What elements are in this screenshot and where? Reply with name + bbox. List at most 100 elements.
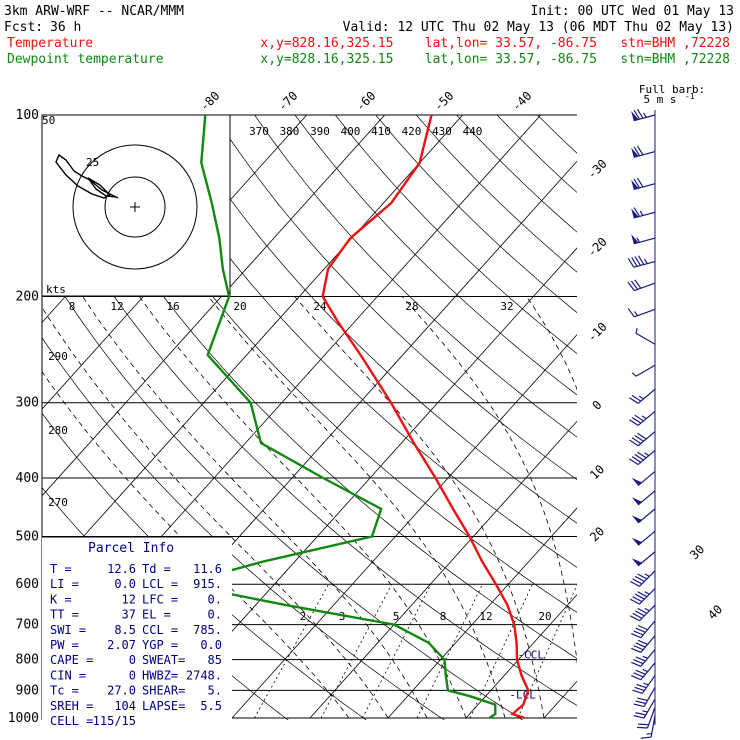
wind-barb-full — [630, 280, 639, 290]
wind-barb-full — [636, 145, 644, 156]
parcel-field-value: 0. — [208, 592, 222, 606]
hodograph-x-tick: 24 — [313, 300, 327, 313]
wind-barb-staff — [637, 508, 656, 524]
wind-barb — [631, 530, 656, 546]
wind-barb-full — [634, 593, 645, 600]
wind-barb-staff — [637, 388, 656, 404]
wind-barb-staff — [640, 649, 656, 667]
wind-barb-half — [644, 573, 650, 577]
wind-barb-full — [636, 109, 644, 119]
wind-barb — [632, 675, 656, 695]
parcel-field-value: 37 — [122, 608, 136, 622]
wind-barb-full — [629, 419, 639, 426]
isotherm-line — [309, 420, 577, 719]
wind-barb-half — [642, 669, 648, 673]
temperature-location: x,y=828.16,325.15 lat,lon= 33.57, -86.75… — [260, 36, 730, 51]
wind-barb-full — [631, 416, 642, 424]
wind-barb-half — [644, 258, 648, 264]
parcel-field-value: 12 — [122, 592, 136, 606]
isotherm-line — [231, 334, 577, 719]
wind-barb-full — [638, 723, 649, 726]
hodograph-ring-outer — [72, 144, 198, 270]
parcel-field-label: Td = — [142, 562, 171, 576]
parcel-field-value: 11.6 — [193, 562, 222, 576]
wind-barb-full — [637, 726, 648, 729]
parcel-field-value: 0.0 — [200, 638, 222, 652]
wind-barb-staff — [639, 588, 656, 605]
isotherm-line — [42, 115, 385, 497]
wind-barb-pennant — [631, 537, 642, 546]
wind-barb — [627, 279, 656, 292]
wind-barb-full — [637, 639, 648, 645]
init-time: Init: 00 UTC Wed 01 May 13 — [531, 4, 735, 19]
theta-label: 440 — [463, 125, 483, 138]
wind-barb-staff — [637, 431, 656, 447]
mixing-ratio-line — [362, 584, 432, 719]
pressure-label: 400 — [16, 471, 39, 486]
wind-barb — [631, 145, 656, 158]
dewpoint-location: x,y=828.16,325.15 lat,lon= 33.57, -86.75… — [260, 52, 730, 67]
hodograph: 25 50 kts — [41, 114, 231, 297]
wind-barb-full — [637, 573, 648, 580]
isotherm-label: -70 — [275, 89, 300, 114]
wind-barb — [631, 364, 656, 377]
parcel-field-value: 85 — [208, 653, 222, 667]
wind-barb-full — [635, 642, 646, 648]
wind-barb-full — [631, 632, 642, 639]
wind-barb — [629, 588, 656, 605]
wind-barb-staff — [633, 237, 656, 245]
wind-barb-staff — [643, 698, 656, 719]
moist-adiabat-line — [294, 296, 545, 719]
wind-barb-full — [637, 624, 648, 631]
wind-barb — [633, 698, 656, 719]
wind-barb — [631, 620, 656, 639]
wind-barb-full — [633, 715, 645, 719]
wind-legend-line2: 5 m s — [643, 93, 676, 106]
wind-barb — [629, 570, 656, 587]
isotherm-label: -30 — [585, 157, 610, 182]
wind-barb-pennant — [631, 234, 639, 244]
wind-barb-staff — [640, 662, 656, 681]
parcel-info-panel: Parcel Info T = 12.6 Td = 11.6LI = 0.0 LCL = 9… — [42, 536, 232, 728]
wind-barb — [631, 635, 656, 653]
theta-label: 430 — [432, 125, 452, 138]
wind-barb — [627, 308, 656, 318]
wind-barb — [631, 207, 656, 219]
wind-barb-staff — [634, 282, 656, 292]
isotherm-line — [42, 115, 463, 584]
hodograph-x-tick: 16 — [166, 300, 179, 313]
mixing-ratio-line — [581, 584, 637, 718]
wind-barb-pennant — [631, 208, 639, 218]
wind-barb-half — [631, 372, 637, 377]
isotherm-line — [622, 115, 740, 718]
wind-barb-staff — [640, 635, 656, 653]
wind-barb-full — [629, 580, 640, 587]
wind-barb — [633, 687, 656, 708]
wind-barb-staff — [633, 151, 656, 158]
hodograph-trace — [55, 153, 119, 199]
parcel-field-value: 0 — [129, 668, 136, 682]
wind-barb-half — [638, 395, 644, 400]
forecast-hour: 36 h — [50, 20, 81, 35]
mixing-ratio-label: 12 — [479, 610, 492, 623]
wind-barb-staff — [637, 449, 656, 466]
mixing-ratio-line — [254, 584, 329, 719]
isotherm-label: 0 — [590, 398, 605, 413]
wind-barb — [631, 662, 656, 681]
parcel-field-label: CCL = — [142, 623, 178, 637]
wind-barb-staff — [635, 364, 656, 377]
mixing-ratio-label: 5 — [393, 610, 400, 623]
wind-barb-staff — [640, 620, 656, 639]
wind-barb-full — [633, 178, 641, 189]
isotherm-label: -50 — [431, 89, 456, 114]
dry-adiabat-line — [173, 115, 577, 524]
temperature-label: Temperature — [7, 36, 93, 51]
wind-barb-staff — [633, 260, 656, 268]
theta-label: 390 — [310, 125, 330, 138]
wind-barb-staff — [637, 530, 656, 546]
pressure-label: 500 — [16, 529, 39, 544]
valid-time: Valid: 12 UTC Thu 02 May 13 (06 MDT Thu … — [343, 20, 734, 35]
parcel-field-label: TT = — [50, 608, 79, 622]
parcel-field-label: CAPE = — [50, 653, 93, 667]
